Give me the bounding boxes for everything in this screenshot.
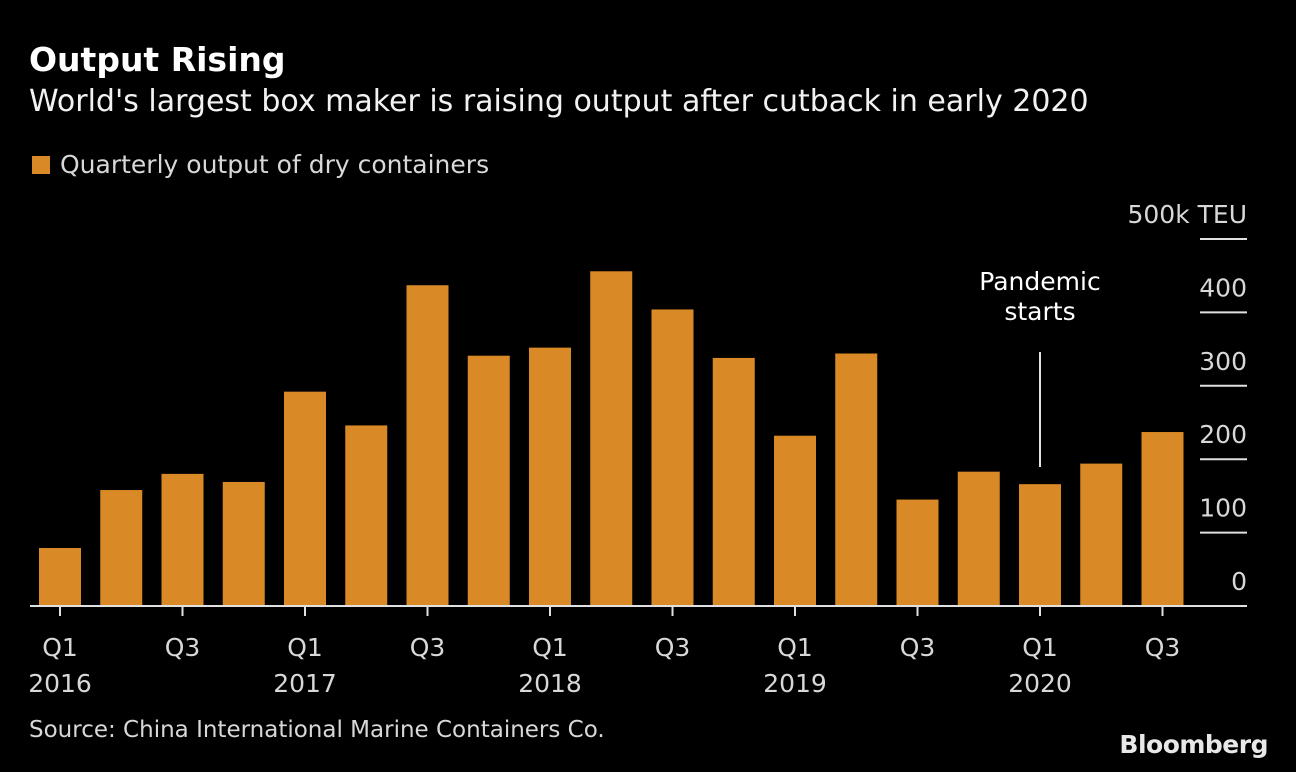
x-tick-label-quarter: Q3 <box>900 633 936 662</box>
x-tick-label-year: 2020 <box>1008 669 1072 698</box>
x-tick-label-quarter: Q3 <box>165 633 201 662</box>
bar-q3-2019 <box>896 499 939 606</box>
annotation-text: starts <box>1004 297 1075 326</box>
bar-q3-2018 <box>651 309 694 606</box>
bar-q1-2017 <box>284 391 326 606</box>
annotation-text: Pandemic <box>979 267 1100 296</box>
x-tick-label-quarter: Q3 <box>655 633 691 662</box>
y-tick-label: 0 <box>1231 567 1247 596</box>
x-tick-label-quarter: Q1 <box>1022 633 1058 662</box>
source-note: Source: China International Marine Conta… <box>29 717 605 743</box>
chart-subtitle: World's largest box maker is raising out… <box>29 84 1089 119</box>
x-tick-label-quarter: Q1 <box>532 633 568 662</box>
x-tick-label-year: 2018 <box>518 669 582 698</box>
bar-q3-2016 <box>161 473 204 606</box>
bar-q1-2018 <box>529 347 571 606</box>
x-tick-label-quarter: Q1 <box>287 633 323 662</box>
bar-q4-2017 <box>467 355 510 606</box>
bar-q2-2016 <box>100 490 143 606</box>
y-tick-label: 200 <box>1199 420 1247 449</box>
y-tick-label: 100 <box>1199 494 1247 523</box>
bar-q4-2018 <box>712 357 755 606</box>
bar-q4-2016 <box>222 481 265 606</box>
legend-label: Quarterly output of dry containers <box>60 150 490 179</box>
x-tick-label-quarter: Q1 <box>42 633 78 662</box>
chart-title: Output Rising <box>29 40 286 79</box>
bar-q2-2020 <box>1080 463 1123 606</box>
bar-q2-2017 <box>345 425 388 606</box>
bar-q3-2020 <box>1141 432 1184 606</box>
x-tick-label-quarter: Q3 <box>1145 633 1181 662</box>
x-tick-label-year: 2017 <box>273 669 337 698</box>
bar-q2-2019 <box>835 353 878 606</box>
x-tick-label-year: 2016 <box>28 669 92 698</box>
bar-q1-2016 <box>39 548 81 606</box>
x-tick-label-quarter: Q1 <box>777 633 813 662</box>
y-tick-label: 400 <box>1199 273 1247 302</box>
x-tick-label-year: 2019 <box>763 669 827 698</box>
legend-swatch <box>32 155 50 174</box>
bar-q1-2019 <box>774 435 816 606</box>
bloomberg-logo: Bloomberg <box>1119 730 1268 759</box>
y-tick-label: 300 <box>1199 347 1247 376</box>
bar-q4-2019 <box>957 471 1000 606</box>
bar-q2-2018 <box>590 271 633 606</box>
bar-q3-2017 <box>406 285 449 606</box>
x-tick-label-quarter: Q3 <box>410 633 446 662</box>
legend: Quarterly output of dry containers <box>32 150 489 179</box>
bar-q1-2020 <box>1019 484 1061 606</box>
y-tick-label: 500k TEU <box>1127 200 1247 229</box>
